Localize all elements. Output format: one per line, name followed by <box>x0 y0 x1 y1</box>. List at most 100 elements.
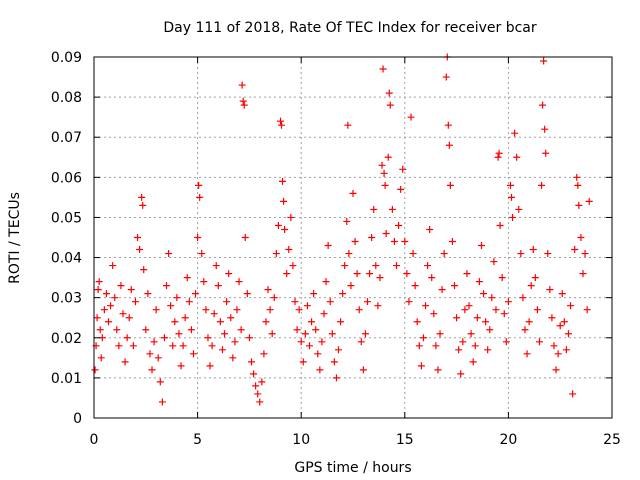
data-points <box>91 53 593 406</box>
data-point <box>252 382 260 390</box>
data-point <box>379 65 387 73</box>
data-point <box>281 225 289 233</box>
data-point <box>301 330 309 338</box>
data-point <box>523 350 531 358</box>
data-point <box>569 390 577 398</box>
data-point <box>245 334 253 342</box>
data-point <box>506 181 514 189</box>
data-point <box>459 338 467 346</box>
data-point <box>299 358 307 366</box>
data-point <box>444 121 452 129</box>
data-point <box>384 153 392 161</box>
data-point <box>138 193 146 201</box>
data-point <box>538 181 546 189</box>
data-point <box>451 282 459 290</box>
data-point <box>496 221 504 229</box>
data-point <box>407 113 415 121</box>
data-point <box>446 181 454 189</box>
data-point <box>351 238 359 246</box>
data-point <box>448 238 456 246</box>
data-point <box>583 306 591 314</box>
data-point <box>287 213 295 221</box>
data-point <box>274 221 282 229</box>
data-point <box>96 326 104 334</box>
data-point <box>374 302 382 310</box>
data-point <box>105 318 113 326</box>
data-point <box>440 250 448 258</box>
data-point <box>165 250 173 258</box>
data-point <box>171 318 179 326</box>
data-point <box>95 278 103 286</box>
data-point <box>214 282 222 290</box>
data-point <box>513 153 521 161</box>
y-tick-label: 0.03 <box>51 291 82 307</box>
data-point <box>502 338 510 346</box>
data-point <box>322 278 330 286</box>
data-point <box>146 350 154 358</box>
data-point <box>227 314 235 322</box>
data-point <box>519 294 527 302</box>
data-point <box>289 262 297 270</box>
data-point <box>475 278 483 286</box>
x-tick-label: 10 <box>292 432 310 448</box>
data-point <box>134 234 142 241</box>
data-point <box>129 342 137 350</box>
data-point <box>490 258 498 266</box>
data-point <box>558 290 566 298</box>
data-point <box>163 282 171 290</box>
data-point <box>160 334 168 342</box>
data-point <box>221 330 229 338</box>
data-point <box>477 242 485 250</box>
data-point <box>419 334 427 342</box>
data-point <box>156 378 164 386</box>
x-tick-label: 5 <box>193 432 202 448</box>
data-point <box>285 246 293 254</box>
data-point <box>316 366 324 374</box>
data-point <box>368 234 376 241</box>
data-point <box>347 282 355 290</box>
data-point <box>430 310 438 318</box>
data-point <box>486 326 494 334</box>
data-point <box>123 334 131 342</box>
data-point <box>183 274 191 282</box>
data-point <box>109 262 117 270</box>
data-point <box>573 173 581 181</box>
data-point <box>324 242 332 250</box>
data-point <box>544 250 552 258</box>
data-point <box>482 318 490 326</box>
data-point <box>442 73 450 81</box>
data-point <box>115 342 123 350</box>
data-point <box>471 342 479 350</box>
data-point <box>511 129 519 137</box>
data-point <box>386 101 394 109</box>
data-point <box>413 318 421 326</box>
data-point <box>204 334 212 342</box>
y-tick-label: 0.06 <box>51 170 82 186</box>
data-point <box>381 181 389 189</box>
data-point <box>93 314 101 322</box>
data-point <box>500 310 508 318</box>
data-point <box>461 306 469 314</box>
data-point <box>102 290 110 298</box>
data-point <box>239 97 247 105</box>
data-point <box>542 149 550 157</box>
data-point <box>571 246 579 254</box>
data-point <box>94 286 102 294</box>
axis-ticks: 0 0.01 0.02 0.03 0.04 0.05 0.06 0.07 0.08 0.09 0 5 1… <box>51 50 621 448</box>
data-point <box>140 266 148 274</box>
data-point <box>308 318 316 326</box>
data-point <box>136 246 144 254</box>
data-point <box>401 238 409 246</box>
data-point <box>195 181 203 189</box>
data-point <box>361 330 369 338</box>
data-point <box>243 290 251 298</box>
data-point <box>388 205 396 213</box>
data-point <box>229 354 237 362</box>
data-point <box>515 205 523 213</box>
data-point <box>403 270 411 278</box>
data-point <box>535 338 543 346</box>
data-point <box>258 378 266 386</box>
data-point <box>492 306 500 314</box>
data-point <box>250 370 258 378</box>
data-point <box>495 149 503 157</box>
